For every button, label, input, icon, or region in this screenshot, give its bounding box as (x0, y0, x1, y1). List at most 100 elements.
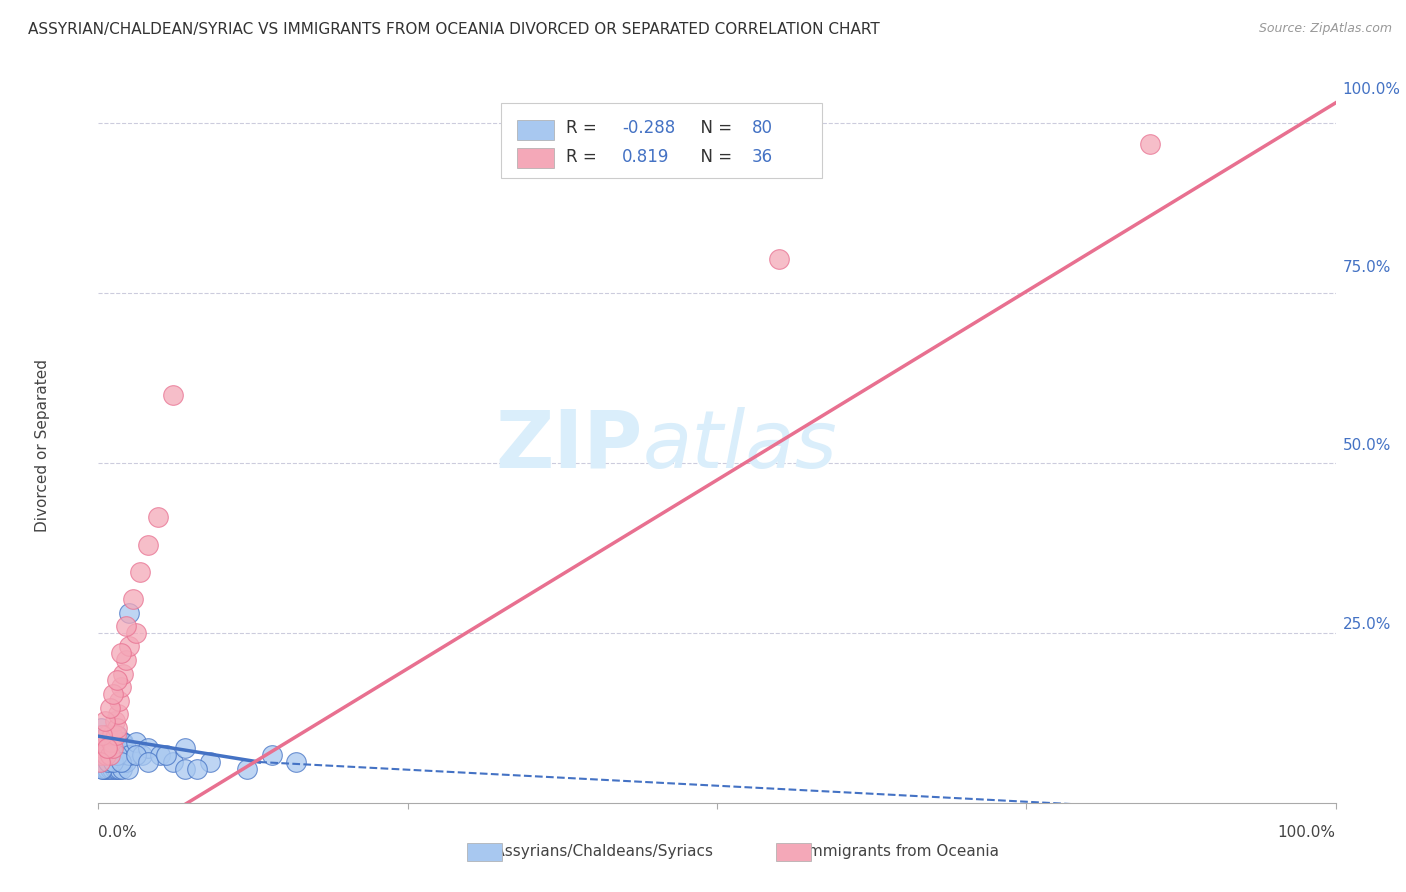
Point (155, 748, 177, 763)
Point (107, 755, 129, 769)
Point (104, 755, 127, 769)
Point (105, 748, 128, 763)
Point (94, 748, 117, 763)
Point (110, 741, 132, 756)
Point (108, 694, 131, 708)
Point (105, 762, 128, 776)
Point (103, 687, 125, 701)
Point (110, 755, 132, 769)
Point (90, 748, 112, 763)
Point (111, 762, 134, 776)
Point (136, 741, 159, 756)
Point (124, 748, 146, 763)
Point (236, 762, 259, 776)
Point (114, 755, 136, 769)
Point (98, 700, 121, 714)
Point (103, 741, 125, 756)
Point (104, 734, 127, 748)
Text: -0.288: -0.288 (621, 120, 675, 137)
Text: Source: ZipAtlas.com: Source: ZipAtlas.com (1258, 22, 1392, 36)
Point (98, 748, 121, 763)
Point (103, 762, 125, 776)
Point (103, 748, 125, 763)
Point (93, 714, 115, 729)
Text: Immigrants from Oceania: Immigrants from Oceania (779, 845, 998, 859)
Point (93, 762, 115, 776)
Point (112, 748, 135, 763)
Point (100, 734, 122, 748)
Point (149, 748, 172, 763)
Point (124, 734, 146, 748)
Point (118, 748, 141, 763)
Point (91, 728, 114, 742)
Text: 75.0%: 75.0% (1343, 260, 1391, 275)
Point (96, 762, 118, 776)
Bar (516, 120, 554, 140)
Point (122, 591, 145, 606)
Point (136, 755, 159, 769)
Text: 100.0%: 100.0% (1278, 825, 1336, 840)
Point (96, 741, 118, 756)
Point (91, 734, 114, 748)
Point (103, 741, 125, 756)
Text: 0.0%: 0.0% (98, 825, 138, 840)
Text: Divorced or Separated: Divorced or Separated (35, 359, 49, 533)
Text: 0.819: 0.819 (621, 148, 669, 166)
Text: ZIP: ZIP (495, 407, 643, 485)
Point (105, 721, 128, 735)
Point (93, 734, 115, 748)
Point (93, 762, 115, 776)
Point (100, 741, 122, 756)
Text: 100.0%: 100.0% (1343, 82, 1400, 96)
Point (105, 673, 128, 688)
Point (96, 728, 118, 742)
Point (101, 728, 124, 742)
Point (97, 755, 120, 769)
Point (174, 741, 197, 756)
Point (91, 741, 114, 756)
Point (105, 748, 128, 763)
Point (101, 734, 124, 748)
Bar (516, 148, 554, 169)
Point (89, 728, 111, 742)
Point (96, 748, 118, 763)
Text: 25.0%: 25.0% (1343, 617, 1391, 632)
Point (103, 755, 125, 769)
Point (89, 755, 111, 769)
Point (136, 537, 159, 551)
Point (124, 626, 146, 640)
Text: atlas: atlas (643, 407, 838, 485)
Point (103, 714, 125, 729)
Point (104, 728, 127, 742)
Point (198, 755, 221, 769)
Text: N =: N = (690, 148, 737, 166)
Point (118, 606, 141, 620)
Point (174, 762, 197, 776)
Point (115, 748, 138, 763)
Point (110, 755, 132, 769)
Point (114, 741, 136, 756)
Text: Assyrians/Chaldeans/Syriacs: Assyrians/Chaldeans/Syriacs (470, 845, 713, 859)
Point (105, 728, 128, 742)
Point (89, 755, 111, 769)
Point (90, 748, 112, 763)
Point (112, 666, 135, 681)
Point (93, 741, 115, 756)
Text: 50.0%: 50.0% (1343, 439, 1391, 453)
Point (90, 748, 112, 763)
Point (93, 741, 115, 756)
Point (100, 755, 122, 769)
Point (98, 748, 121, 763)
Point (94, 755, 117, 769)
Point (93, 748, 115, 763)
Point (91, 755, 114, 769)
Point (186, 762, 208, 776)
Point (112, 755, 135, 769)
Point (131, 748, 153, 763)
Point (91, 762, 114, 776)
Point (89, 741, 111, 756)
Point (107, 707, 129, 722)
Point (768, 252, 790, 266)
Point (112, 734, 135, 748)
Point (103, 755, 125, 769)
